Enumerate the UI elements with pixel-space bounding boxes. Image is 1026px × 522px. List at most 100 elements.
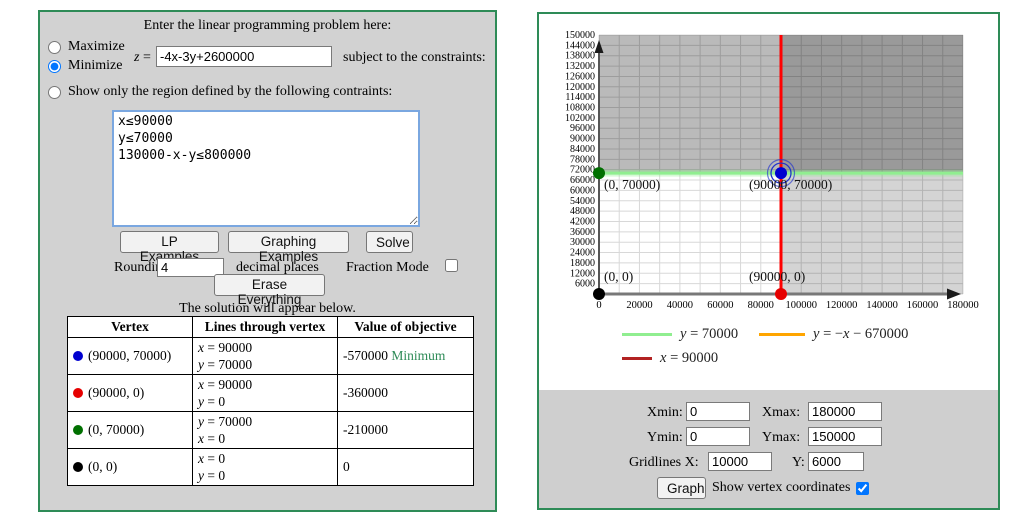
lines-cell: y = 70000 x = 0 [192,411,338,449]
y-tick-label: 66000 [570,175,595,186]
graphing-examples-button[interactable]: Graphing Examples [228,231,349,264]
x-tick-label: 40000 [667,300,693,310]
optimum-ring-outer [766,159,796,188]
gridlines-x-input[interactable] [708,452,772,471]
lines-cell: x = 90000 y = 0 [192,374,338,412]
y-tick-label: 42000 [570,216,595,227]
ymin-input[interactable] [686,427,750,446]
x-tick-label: 0 [596,300,601,310]
ymax-label: Ymax: [762,430,801,445]
minimum-tag: Minimum [391,348,446,363]
legend-label: y = −x − 670000 [813,326,909,342]
y-tick-label: 30000 [570,237,595,248]
x-tick-label: 20000 [626,300,652,310]
vertex-header: Vertex [67,316,193,338]
solution-table: Vertex Lines through vertex Value of obj… [67,316,474,486]
vertex-cell: (90000, 0) [67,374,193,412]
region-only-label: Show only the region defined by the foll… [68,84,393,99]
legend-label: y = 70000 [680,326,739,342]
x-tick-label: 80000 [748,300,774,310]
constraints-textarea[interactable]: x≤90000 y≤70000 130000-x-y≤800000 [112,110,420,227]
legend-item: y = 70000 [622,326,738,343]
ymax-input[interactable] [808,427,882,446]
minimize-label: Minimize [68,58,123,73]
gridlines-y-label: Y: [792,455,805,470]
objective-value-cell: 0 [337,448,474,486]
vertex-dot [73,351,83,361]
legend-item: x = 90000 [622,350,718,367]
region-only-option: Show only the region defined by the foll… [48,84,392,100]
rounding-input[interactable] [157,258,224,277]
objective-value-cell: -360000 [337,374,474,412]
objective-function-input[interactable] [156,46,332,67]
y-tick-label: 102000 [565,113,595,124]
xmin-label: Xmin: [647,405,683,420]
legend-item: y = −x − 670000 [759,326,908,343]
y-tick-label: 60000 [570,185,595,196]
objective-value-cell: -210000 [337,411,474,449]
x-axis-arrow [947,288,961,300]
y-tick-label: 144000 [565,40,595,51]
shaded-region [781,35,963,294]
gridlines-x-label: Gridlines X: [629,455,699,470]
vertex-coordinate-label: (0, 0) [604,269,633,284]
maximize-radio[interactable] [48,40,61,54]
y-tick-label: 150000 [565,30,595,41]
y-tick-label: 6000 [575,279,595,290]
optimum-ring [770,162,792,184]
maximize-option: Maximize [48,39,125,55]
legend-swatch [622,333,672,336]
y-tick-label: 54000 [570,196,595,207]
fraction-mode-label: Fraction Mode [346,260,429,275]
objective-value-cell: -570000 Minimum [337,337,474,375]
vertex-coordinate-label: (0, 70000) [604,177,660,192]
show-vertex-checkbox[interactable] [856,481,870,495]
xmax-input[interactable] [808,402,882,421]
graph-controls: Xmin: Xmax: Ymin: Ymax: Gridlines X: Y: … [539,390,998,508]
vertex-dot [73,462,83,472]
ymin-label: Ymin: [647,430,683,445]
vertex-cell: (0, 70000) [67,411,193,449]
y-tick-label: 48000 [570,206,595,217]
legend-label: x = 90000 [660,350,719,366]
y-tick-label: 108000 [565,103,595,114]
y-tick-label: 96000 [570,123,595,134]
feasible-region-chart: 0 20000 40000 60000 80000 100000 120000 140000 1… [565,30,979,310]
y-tick-label: 18000 [570,258,595,269]
table-row: (90000, 0) x = 90000 y = 0 -360000 [67,374,474,412]
lp-examples-button[interactable]: LP Examples [120,231,219,264]
value-header: Value of objective [337,316,474,338]
xmax-label: Xmax: [762,405,801,420]
xmin-input[interactable] [686,402,750,421]
vertex-point [593,288,605,300]
vertex-dot [73,388,83,398]
vertex-point [775,288,787,300]
panel-title: Enter the linear programming problem her… [143,18,392,33]
x-tick-label: 60000 [707,300,733,310]
erase-everything-button[interactable]: Erase Everything [214,274,325,307]
region-only-radio[interactable] [48,85,61,99]
chart-legend: y = 70000 y = −x − 670000 x = 90000 [539,322,998,380]
graph-button[interactable]: Graph [657,477,706,499]
minimize-option: Minimize [48,58,122,74]
solution-note: The solution will appear below. [179,301,356,316]
fraction-mode-checkbox[interactable] [445,259,458,272]
y-axis-arrow [594,40,604,53]
vertex-point [775,167,787,180]
y-tick-label: 84000 [570,144,595,155]
vertex-coordinate-label: (90000, 70000) [749,177,832,192]
y-tick-label: 24000 [570,248,595,259]
y-tick-label: 132000 [565,61,595,72]
table-row: (0, 70000) y = 70000 x = 0 -210000 [67,411,474,449]
gridlines-y-input[interactable] [808,452,864,471]
table-header-row: Vertex Lines through vertex Value of obj… [67,316,474,338]
solve-button[interactable]: Solve [366,231,413,253]
lines-header: Lines through vertex [192,316,338,338]
table-row: (90000, 70000) x = 90000 y = 70000 -570000 … [67,337,474,375]
vertex-cell: (90000, 70000) [67,337,193,375]
minimize-radio[interactable] [48,59,61,73]
y-tick-label: 120000 [565,82,595,93]
legend-swatch [622,357,652,360]
